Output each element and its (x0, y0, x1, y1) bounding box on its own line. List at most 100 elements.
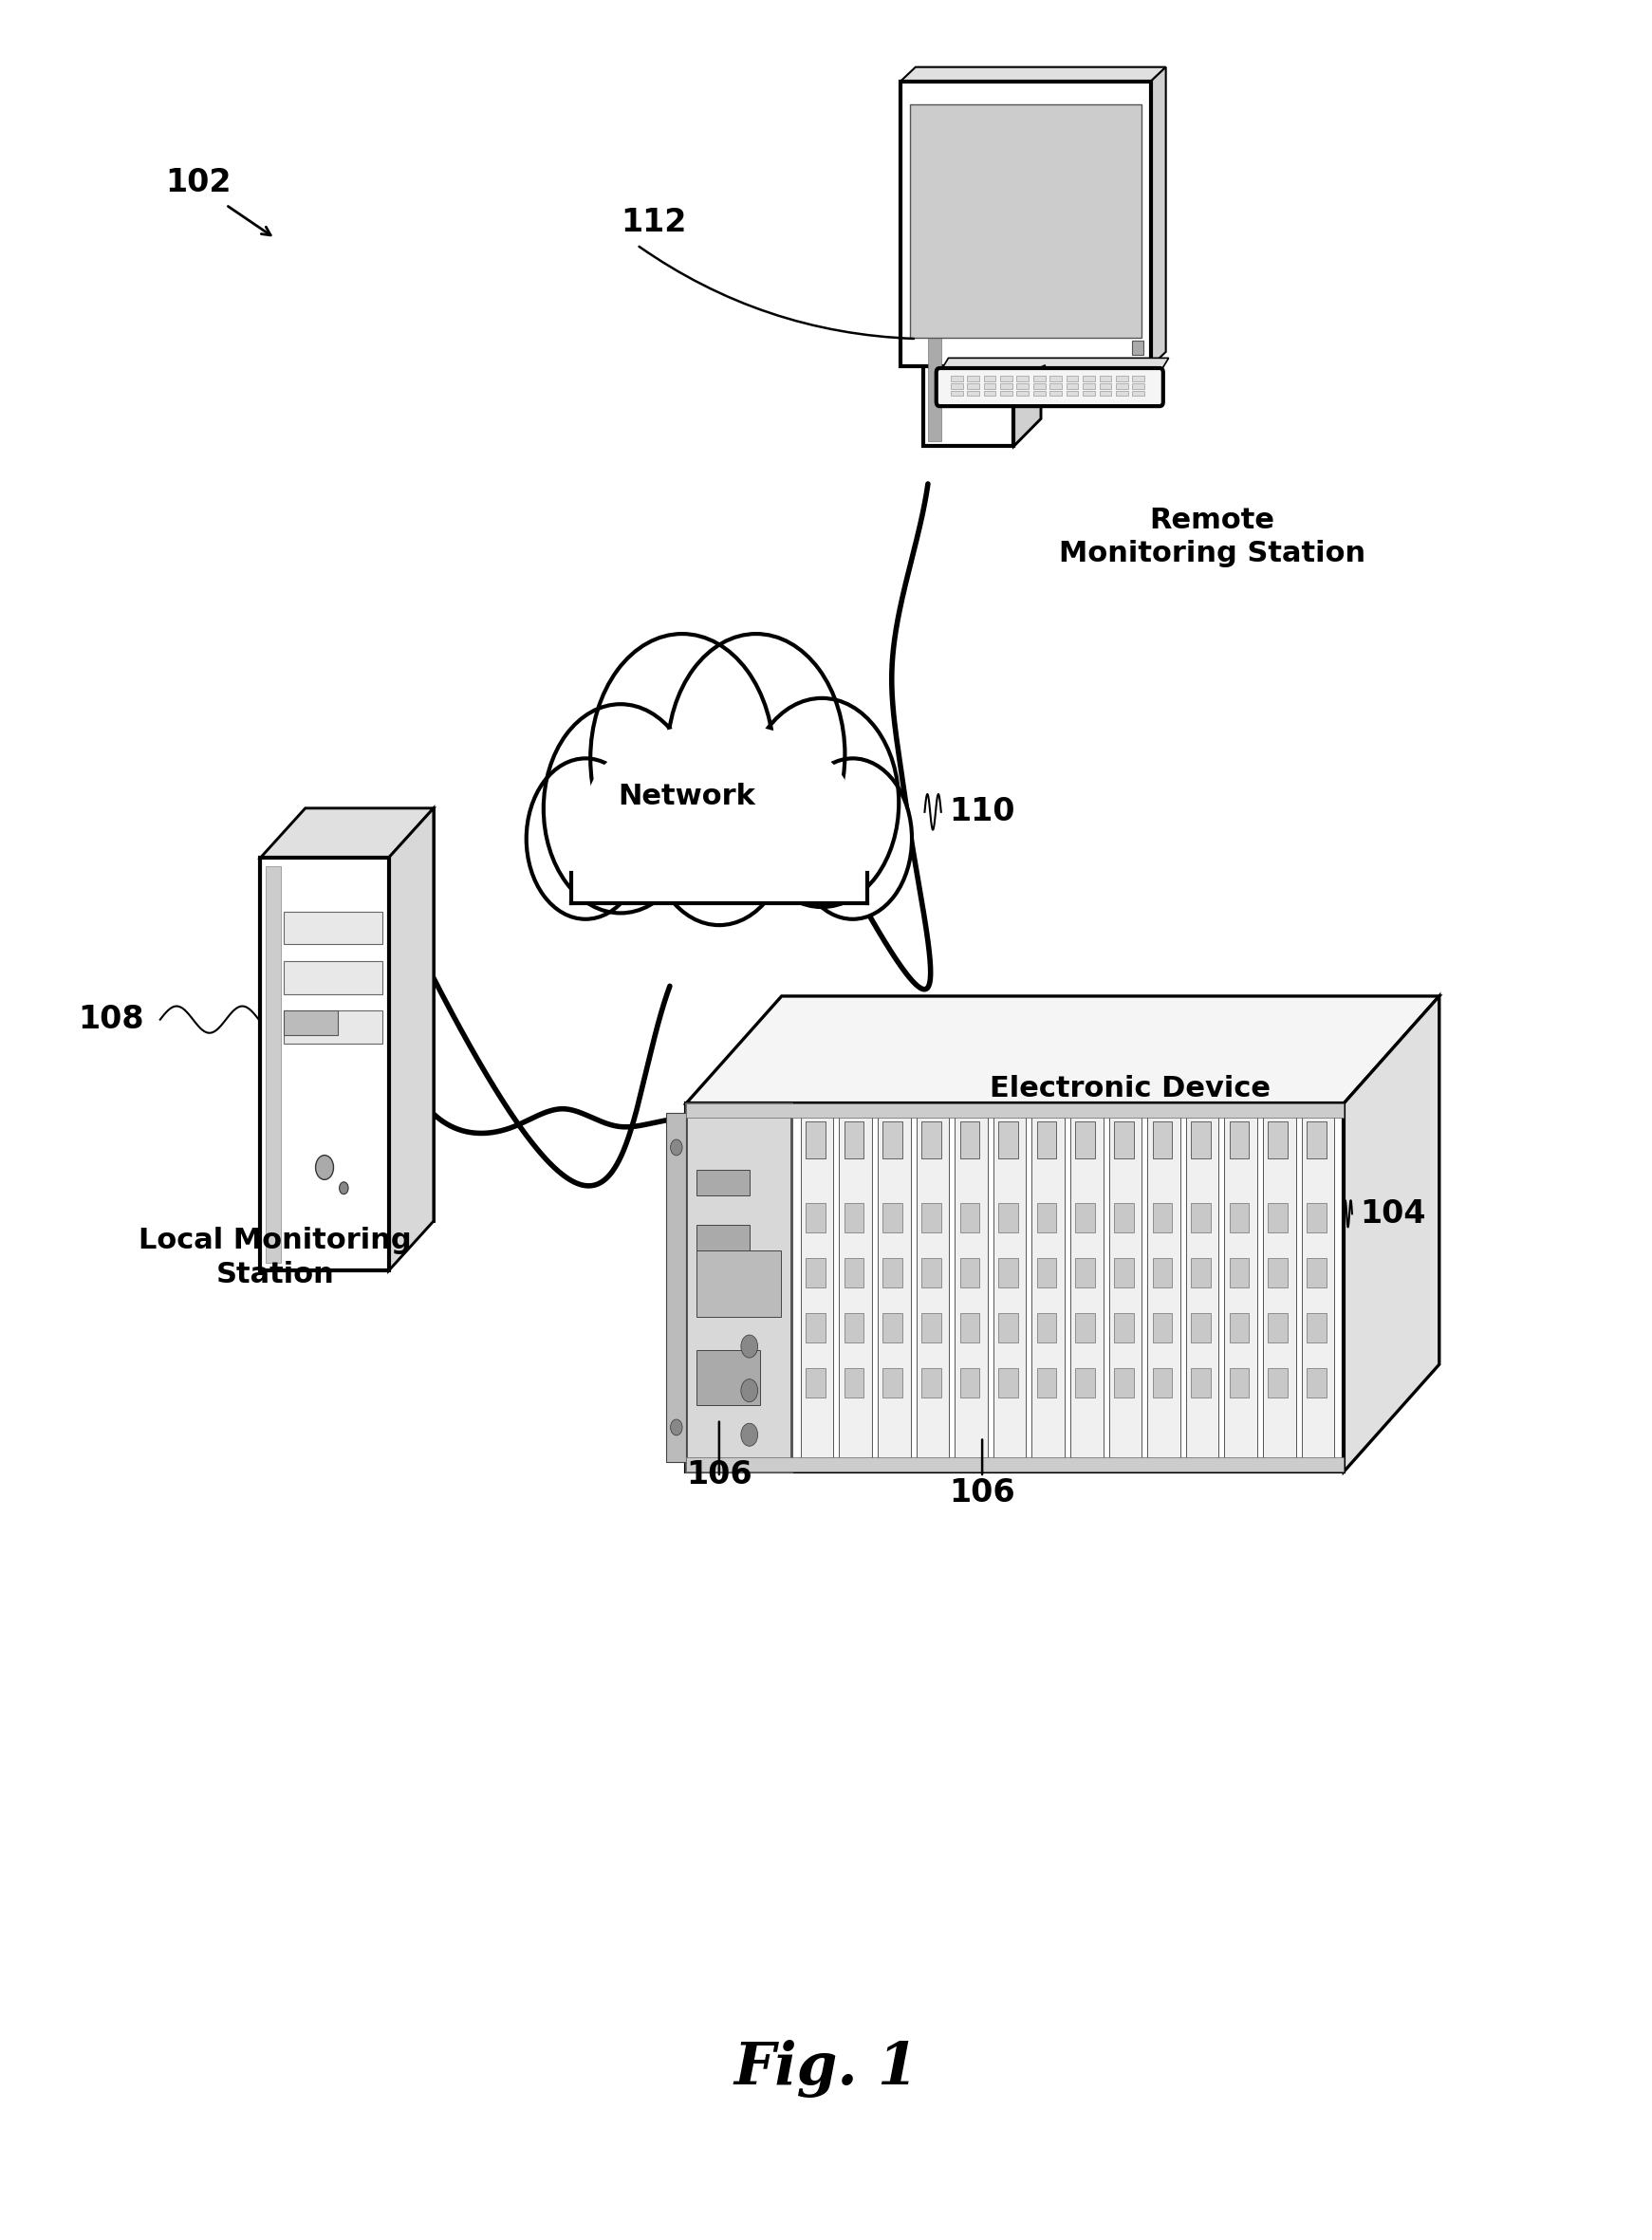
Text: 110: 110 (950, 795, 1016, 827)
Bar (1075, 1259, 1095, 1288)
Bar (1066, 376, 1079, 381)
Bar (1307, 1313, 1327, 1342)
Bar (801, 1111, 834, 1465)
Bar (1075, 1313, 1095, 1342)
Bar (922, 1369, 942, 1398)
Circle shape (671, 1420, 682, 1436)
Bar (1229, 1122, 1249, 1158)
Text: Electronic Device: Electronic Device (990, 1075, 1270, 1102)
Bar (284, 961, 382, 995)
Bar (1049, 390, 1062, 396)
Circle shape (745, 699, 899, 907)
Bar (1224, 1111, 1257, 1465)
Bar (1132, 383, 1145, 388)
Bar (1264, 1111, 1295, 1465)
Bar (1191, 1122, 1211, 1158)
Bar (923, 170, 1014, 446)
Bar (1229, 1259, 1249, 1288)
Polygon shape (686, 997, 1439, 1104)
Text: 106: 106 (686, 1458, 752, 1490)
Circle shape (544, 703, 697, 914)
Bar (1070, 1111, 1104, 1465)
Bar (284, 912, 382, 945)
Bar (922, 1203, 942, 1232)
Bar (966, 390, 980, 396)
Bar (1113, 1122, 1133, 1158)
Bar (950, 376, 963, 381)
Text: 106: 106 (950, 1476, 1016, 1508)
Bar (1191, 1203, 1211, 1232)
Bar (844, 1369, 864, 1398)
Bar (993, 1111, 1026, 1465)
Bar (943, 204, 980, 220)
Polygon shape (388, 809, 433, 1270)
Bar (999, 390, 1013, 396)
Bar (950, 383, 963, 388)
Bar (666, 1113, 686, 1463)
Bar (1307, 1259, 1327, 1288)
Ellipse shape (585, 724, 852, 894)
Bar (1016, 383, 1029, 388)
Bar (1132, 390, 1145, 396)
Bar (686, 1104, 1343, 1472)
Circle shape (742, 1380, 758, 1402)
Bar (983, 376, 996, 381)
Bar (999, 376, 1013, 381)
Bar (1269, 1203, 1287, 1232)
Bar (1153, 1369, 1171, 1398)
Bar (900, 81, 1151, 365)
Ellipse shape (575, 708, 862, 909)
Bar (844, 1313, 864, 1342)
Bar (960, 1203, 980, 1232)
Text: Remote
Monitoring Station: Remote Monitoring Station (1059, 506, 1366, 567)
Bar (877, 1111, 910, 1465)
Bar (998, 1369, 1018, 1398)
Bar (998, 1122, 1018, 1158)
Polygon shape (1343, 997, 1439, 1472)
Bar (686, 1104, 791, 1472)
Bar (1115, 376, 1128, 381)
Bar (1153, 1259, 1171, 1288)
Bar (922, 1313, 942, 1342)
Bar (1113, 1313, 1133, 1342)
Circle shape (667, 634, 844, 876)
Circle shape (671, 1140, 682, 1156)
Bar (917, 1111, 948, 1465)
Bar (1229, 1203, 1249, 1232)
Bar (1153, 1122, 1171, 1158)
Bar (1191, 1259, 1211, 1288)
Bar (998, 1203, 1018, 1232)
Bar (1099, 383, 1112, 388)
Bar (697, 1225, 750, 1250)
Bar (943, 240, 1006, 262)
Bar (1082, 376, 1095, 381)
Bar (1307, 1369, 1327, 1398)
Text: Fig. 1: Fig. 1 (733, 2041, 919, 2097)
Bar (928, 177, 942, 441)
Polygon shape (261, 809, 433, 858)
Bar (261, 858, 388, 1270)
Bar (266, 867, 281, 1263)
Bar (1269, 1122, 1287, 1158)
Bar (882, 1369, 902, 1398)
Bar (697, 1250, 781, 1317)
Circle shape (316, 1156, 334, 1180)
Bar (882, 1313, 902, 1342)
Bar (1113, 1203, 1133, 1232)
Bar (983, 390, 996, 396)
Bar (1037, 1203, 1057, 1232)
Polygon shape (940, 358, 1168, 372)
Bar (1186, 1111, 1219, 1465)
Bar (839, 1111, 872, 1465)
Bar (1032, 1111, 1064, 1465)
Bar (1115, 390, 1128, 396)
Bar (1307, 1122, 1327, 1158)
Bar (943, 211, 1006, 231)
Bar (960, 1259, 980, 1288)
Bar (960, 1369, 980, 1398)
Bar (966, 383, 980, 388)
Polygon shape (1151, 67, 1166, 365)
Bar (998, 1313, 1018, 1342)
Bar (955, 1111, 988, 1465)
Circle shape (590, 634, 773, 883)
